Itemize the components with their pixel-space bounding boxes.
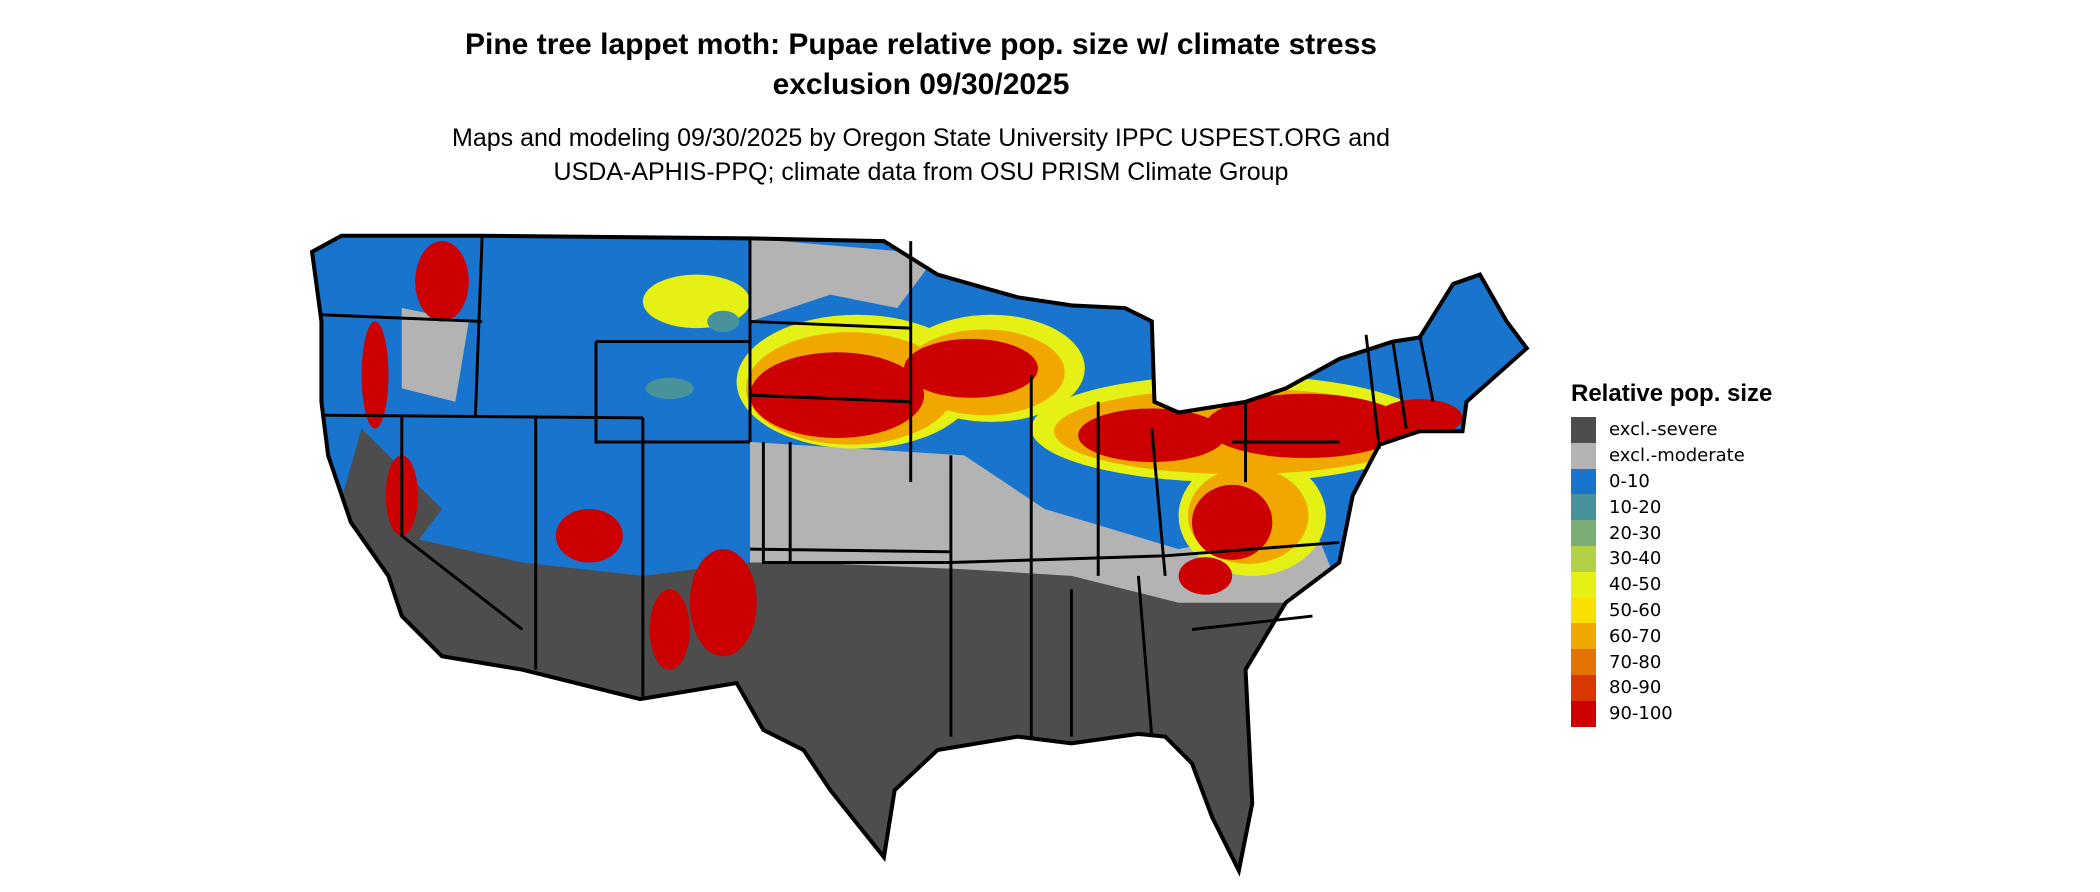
legend-swatch — [1571, 468, 1596, 495]
legend-item: 90-100 — [1571, 700, 1772, 727]
legend-swatch — [1571, 571, 1596, 598]
map-subtitle-line2: USDA-APHIS-PPQ; climate data from OSU PR… — [553, 158, 1289, 186]
map-title-line2: exclusion 09/30/2025 — [772, 68, 1070, 101]
legend-item: 40-50 — [1571, 571, 1772, 598]
legend-item: 10-20 — [1571, 494, 1772, 521]
legend-swatch — [1571, 700, 1596, 727]
legend-item: 20-30 — [1571, 520, 1772, 546]
legend-item: 60-70 — [1571, 623, 1772, 650]
legend-swatch — [1571, 417, 1596, 443]
legend-swatch — [1571, 545, 1596, 572]
legend-item: excl.-moderate — [1571, 442, 1772, 469]
legend-label: 90-100 — [1609, 703, 1673, 725]
legend-label: 0-10 — [1609, 470, 1650, 492]
legend-swatch — [1571, 520, 1596, 546]
legend-item: excl.-severe — [1571, 417, 1772, 443]
legend: Relative pop. size excl.-severe excl.-mod… — [1571, 380, 1772, 727]
legend-label: excl.-moderate — [1609, 445, 1745, 467]
legend-label: 50-60 — [1609, 599, 1662, 621]
legend-swatch — [1571, 494, 1596, 521]
legend-label: 30-40 — [1609, 548, 1662, 570]
legend-label: excl.-severe — [1609, 419, 1718, 441]
legend-label: 70-80 — [1609, 651, 1662, 673]
legend-swatch — [1571, 597, 1596, 624]
legend-item: 30-40 — [1571, 545, 1772, 572]
legend-item: 70-80 — [1571, 649, 1772, 675]
legend-swatch — [1571, 623, 1596, 650]
legend-title: Relative pop. size — [1571, 380, 1773, 407]
legend-items: excl.-severe excl.-moderate 0-10 10-20 20-30… — [1571, 417, 1772, 727]
map-title-line1: Pine tree lappet moth: Pupae relative po… — [465, 28, 1377, 61]
legend-swatch — [1571, 442, 1596, 469]
state-borders — [312, 236, 1527, 871]
legend-label: 60-70 — [1609, 625, 1662, 647]
legend-item: 80-90 — [1571, 674, 1772, 701]
legend-swatch — [1571, 649, 1596, 675]
legend-label: 40-50 — [1609, 574, 1662, 596]
legend-label: 80-90 — [1609, 677, 1662, 699]
legend-item: 0-10 — [1571, 468, 1772, 495]
legend-item: 50-60 — [1571, 597, 1772, 624]
legend-swatch — [1571, 674, 1596, 701]
legend-label: 20-30 — [1609, 522, 1662, 544]
legend-label: 10-20 — [1609, 496, 1662, 518]
map-subtitle-line1: Maps and modeling 09/30/2025 by Oregon S… — [452, 124, 1390, 152]
